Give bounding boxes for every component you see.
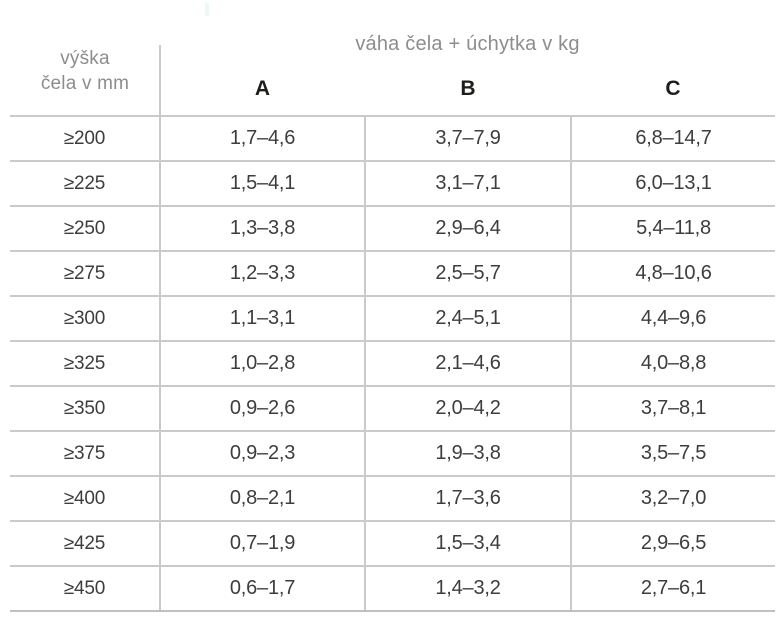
row-label: ≥275 bbox=[10, 250, 160, 296]
value-cell: 4,4–9,6 bbox=[569, 295, 776, 341]
row-label: ≥350 bbox=[10, 385, 160, 431]
value-cell: 4,8–10,6 bbox=[569, 250, 776, 296]
value-cell: 1,7–3,6 bbox=[364, 475, 571, 521]
value-cell: 0,7–1,9 bbox=[159, 520, 365, 566]
value-cell: 1,7–4,6 bbox=[159, 115, 365, 161]
row-label: ≥250 bbox=[10, 205, 160, 251]
value-cell: 1,2–3,3 bbox=[159, 250, 365, 296]
row-label: ≥300 bbox=[10, 295, 160, 341]
column-letters-row: A B C bbox=[10, 62, 775, 116]
table-title-row: výška čela v mm váha čela + úchytka v kg bbox=[10, 26, 775, 94]
row-label: ≥200 bbox=[10, 115, 160, 161]
value-cell: 1,4–3,2 bbox=[364, 565, 571, 612]
value-cell: 0,6–1,7 bbox=[159, 565, 365, 612]
value-cell: 1,0–2,8 bbox=[159, 340, 365, 386]
value-cell: 6,0–13,1 bbox=[569, 160, 776, 206]
table-header: výška čela v mm váha čela + úchytka v kg… bbox=[10, 26, 775, 116]
table-row: ≥300 1,1–3,1 2,4–5,1 4,4–9,6 bbox=[10, 295, 776, 341]
value-cell: 2,7–6,1 bbox=[569, 565, 776, 612]
table-row: ≥375 0,9–2,3 1,9–3,8 3,5–7,5 bbox=[10, 430, 776, 476]
table-row: ≥225 1,5–4,1 3,1–7,1 6,0–13,1 bbox=[10, 160, 776, 206]
table-row: ≥250 1,3–3,8 2,9–6,4 5,4–11,8 bbox=[10, 205, 776, 251]
value-cell: 0,8–2,1 bbox=[159, 475, 365, 521]
column-header-a: A bbox=[254, 76, 271, 100]
table-body: ≥200 1,7–4,6 3,7–7,9 6,8–14,7 ≥225 1,5–4,1 3,1… bbox=[10, 115, 776, 612]
value-cell: 4,0–8,8 bbox=[569, 340, 776, 386]
row-label: ≥325 bbox=[10, 340, 160, 386]
table-row: ≥400 0,8–2,1 1,7–3,6 3,2–7,0 bbox=[10, 475, 776, 521]
value-cell: 2,9–6,5 bbox=[569, 520, 776, 566]
value-cell: 1,5–4,1 bbox=[159, 160, 365, 206]
table-row: ≥325 1,0–2,8 2,1–4,6 4,0–8,8 bbox=[10, 340, 776, 386]
row-label: ≥375 bbox=[10, 430, 160, 476]
value-cell: 1,1–3,1 bbox=[159, 295, 365, 341]
header-column-divider bbox=[159, 45, 161, 117]
column-header-b: B bbox=[460, 76, 476, 100]
table-row: ≥350 0,9–2,6 2,0–4,2 3,7–8,1 bbox=[10, 385, 776, 431]
front-weight-table: výška čela v mm váha čela + úchytka v kg… bbox=[10, 26, 776, 612]
row-header-label: výška čela v mm bbox=[10, 26, 160, 116]
column-header-c: C bbox=[665, 76, 681, 100]
value-cell: 3,7–8,1 bbox=[569, 385, 776, 431]
row-header-line2: čela v mm bbox=[40, 72, 130, 94]
value-cell: 6,8–14,7 bbox=[569, 115, 776, 161]
value-cell: 0,9–2,6 bbox=[159, 385, 365, 431]
value-cell: 3,1–7,1 bbox=[364, 160, 571, 206]
table-row: ≥200 1,7–4,6 3,7–7,9 6,8–14,7 bbox=[10, 115, 776, 161]
value-cell: 2,0–4,2 bbox=[364, 385, 571, 431]
row-label: ≥225 bbox=[10, 160, 160, 206]
value-cell: 0,9–2,3 bbox=[159, 430, 365, 476]
table-row: ≥425 0,7–1,9 1,5–3,4 2,9–6,5 bbox=[10, 520, 776, 566]
value-cell: 2,1–4,6 bbox=[364, 340, 571, 386]
table-title: váha čela + úchytka v kg bbox=[355, 32, 580, 55]
table-row: ≥450 0,6–1,7 1,4–3,2 2,7–6,1 bbox=[10, 565, 776, 612]
row-label: ≥425 bbox=[10, 520, 160, 566]
row-header-line1: výška bbox=[60, 47, 110, 69]
value-cell: 5,4–11,8 bbox=[569, 205, 776, 251]
value-cell: 3,5–7,5 bbox=[569, 430, 776, 476]
value-cell: 2,9–6,4 bbox=[364, 205, 571, 251]
table-row: ≥275 1,2–3,3 2,5–5,7 4,8–10,6 bbox=[10, 250, 776, 296]
value-cell: 2,5–5,7 bbox=[364, 250, 571, 296]
row-label: ≥400 bbox=[10, 475, 160, 521]
value-cell: 1,5–3,4 bbox=[364, 520, 571, 566]
value-cell: 1,3–3,8 bbox=[159, 205, 365, 251]
value-cell: 2,4–5,1 bbox=[364, 295, 571, 341]
value-cell: 1,9–3,8 bbox=[364, 430, 571, 476]
scan-artifact bbox=[205, 3, 209, 16]
value-cell: 3,7–7,9 bbox=[364, 115, 571, 161]
row-label: ≥450 bbox=[10, 565, 160, 612]
value-cell: 3,2–7,0 bbox=[569, 475, 776, 521]
